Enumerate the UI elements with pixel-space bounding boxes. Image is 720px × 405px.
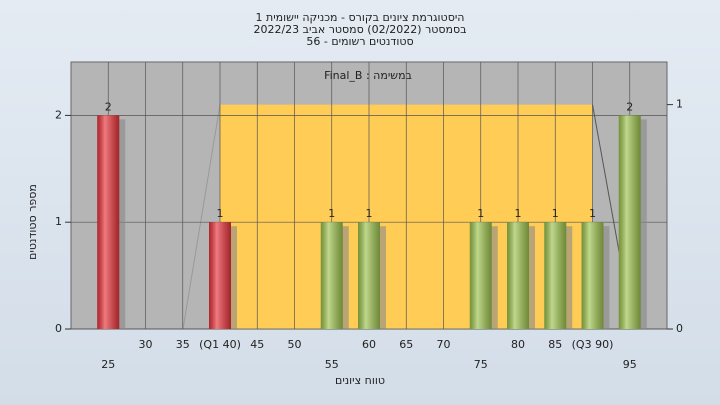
data-label: 1: [366, 207, 373, 220]
data-label: 2: [626, 100, 633, 113]
chart-title: היסטוגרמת ציונים בקורס - מכניקה יישומית …: [256, 11, 465, 24]
x-tick-label: 25: [101, 358, 115, 371]
x-tick-label: 45: [250, 338, 264, 351]
data-label: 1: [589, 207, 596, 220]
x-tick-label: (Q3 90): [572, 338, 614, 351]
x-tick-label: 55: [325, 358, 339, 371]
x-tick-label: 65: [399, 338, 413, 351]
whisker: [182, 104, 221, 330]
x-tick-label: 35: [176, 338, 190, 351]
y-tick-label: 0: [55, 322, 62, 335]
subtitle: במשימה : Final_B: [324, 69, 412, 82]
data-label: 1: [552, 207, 559, 220]
y2-tick-label: 0: [676, 322, 683, 335]
x-tick-label: 30: [139, 338, 153, 351]
data-label: 2: [105, 100, 112, 113]
bar-shine: [618, 115, 641, 330]
bar-shine: [97, 115, 120, 330]
x-tick-label: 75: [474, 358, 488, 371]
data-label: 1: [477, 207, 484, 220]
whisker: [592, 104, 620, 255]
bar-shine: [507, 222, 529, 329]
y-tick-label: 2: [55, 108, 62, 121]
x-axis-label: טווח ציונים: [335, 374, 385, 387]
x-tick-label: 80: [511, 338, 525, 351]
bar-shine: [320, 222, 343, 329]
chart-title: סטודנטים רשומים - 56: [306, 35, 413, 48]
y-tick-label: 1: [55, 215, 62, 228]
y2-tick-label: 1: [676, 98, 683, 111]
data-label: 1: [217, 207, 224, 220]
x-tick-label: 50: [288, 338, 302, 351]
x-tick-label: 95: [623, 358, 637, 371]
x-tick-label: (Q1 40): [199, 338, 241, 351]
bar-shine: [358, 222, 380, 329]
x-tick-label: 60: [362, 338, 376, 351]
y-axis-label: מספר סטודנטים: [26, 184, 39, 260]
bar-shine: [544, 222, 567, 329]
bar-shine: [469, 222, 492, 329]
bar-shine: [581, 222, 604, 329]
data-label: 1: [515, 207, 522, 220]
bar-shine: [209, 222, 231, 329]
x-tick-label: 85: [548, 338, 562, 351]
x-tick-label: 70: [437, 338, 451, 351]
data-label: 1: [328, 207, 335, 220]
chart-title: בסמסטר (02/2022) סמסטר אביב 2022/23: [253, 23, 466, 36]
